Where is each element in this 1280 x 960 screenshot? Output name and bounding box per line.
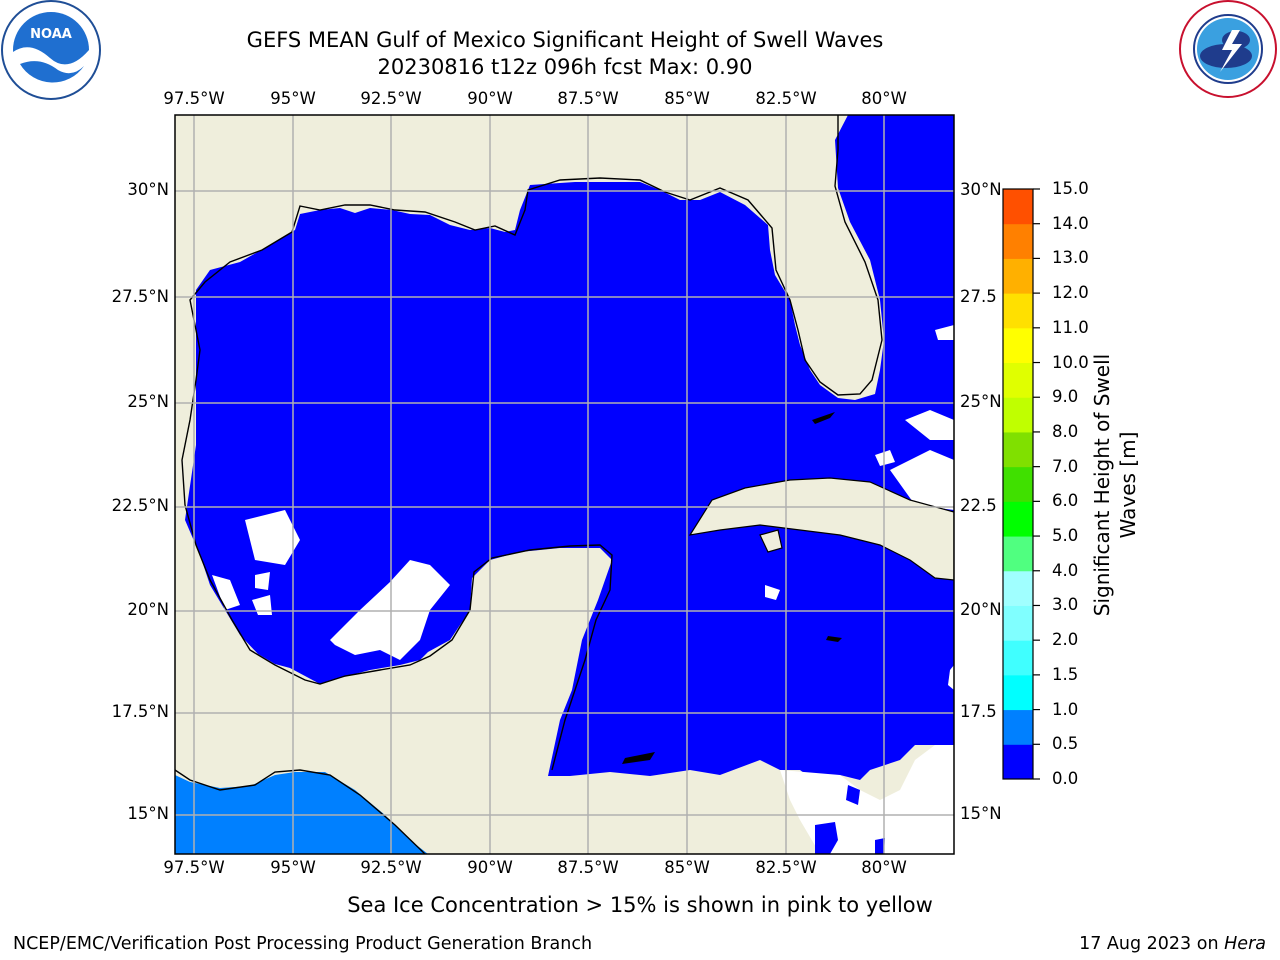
- coastlines: [175, 115, 883, 854]
- lat-label-left: 20°N: [127, 600, 169, 619]
- colorbar-band: [1003, 501, 1033, 537]
- footer-credit: NCEP/EMC/Verification Post Processing Pr…: [13, 934, 593, 954]
- lat-label-left: 27.5°N: [111, 287, 169, 306]
- colorbar-tick-label: 5.0: [1052, 526, 1079, 546]
- colorbar-tick-label: 12.0: [1052, 283, 1089, 303]
- colorbar-tick-label: 0.0: [1052, 769, 1079, 788]
- colorbar-tick-label: 3.0: [1052, 595, 1079, 615]
- noaa-logo: NOAA: [1, 0, 101, 100]
- lon-label-top: 97.5°W: [163, 89, 225, 108]
- colorbar-tick-label: 7.0: [1052, 456, 1079, 476]
- map-frame: [174, 114, 955, 855]
- map-area: [175, 115, 954, 854]
- colorbar-band: [1003, 605, 1033, 641]
- colorbar: [1003, 189, 1033, 780]
- lat-label-left: 17.5°N: [111, 702, 169, 721]
- lat-label-right: 25°N: [960, 392, 1002, 411]
- colorbar-tick-label: 9.0: [1052, 387, 1079, 407]
- lon-label-top: 92.5°W: [360, 89, 422, 108]
- lon-label-bottom: 92.5°W: [360, 858, 422, 877]
- colorbar-tick-label: 2.0: [1052, 630, 1079, 650]
- graticule: [175, 115, 954, 854]
- footer-host: Hera: [1224, 934, 1266, 954]
- footer-date-text: 17 Aug 2023 on: [1079, 934, 1219, 954]
- lat-label-right: 17.5: [960, 702, 997, 721]
- nws-logo: [1179, 0, 1277, 98]
- noaa-logo-text: NOAA: [30, 27, 72, 42]
- pacific-low-swell: [175, 772, 428, 854]
- colorbar-label: Significant Height of Swell Waves [m]: [1090, 353, 1140, 617]
- colorbar-tick-label: 11.0: [1052, 317, 1089, 337]
- footer-date: 17 Aug 2023 on Hera: [1079, 934, 1266, 954]
- lat-label-left: 25°N: [127, 392, 169, 411]
- colorbar-tick-label: 4.0: [1052, 560, 1079, 580]
- lat-label-right: 15°N: [960, 804, 1002, 823]
- colorbar-band: [1003, 362, 1033, 398]
- colorbar-band: [1003, 293, 1033, 329]
- colorbar-band: [1003, 397, 1033, 433]
- colorbar-band: [1003, 223, 1033, 259]
- colorbar-band: [1003, 570, 1033, 606]
- colorbar-tick-label: 10.0: [1052, 352, 1089, 372]
- colorbar-tick-marks: [1033, 188, 1040, 780]
- lon-label-bottom: 95°W: [270, 858, 316, 877]
- lon-label-top: 80°W: [861, 89, 907, 108]
- colorbar-band: [1003, 744, 1033, 780]
- colorbar-tick-label: 14.0: [1052, 213, 1089, 233]
- colorbar-tick-label: 1.0: [1052, 699, 1079, 719]
- lon-label-bottom: 97.5°W: [163, 858, 225, 877]
- lon-label-bottom: 82.5°W: [755, 858, 817, 877]
- sea-ice-note: Sea Ice Concentration > 15% is shown in …: [347, 893, 933, 917]
- colorbar-band: [1003, 709, 1033, 745]
- lon-label-top: 82.5°W: [755, 89, 817, 108]
- colorbar-band: [1003, 327, 1033, 364]
- colorbar-frame: [1002, 188, 1034, 780]
- colorbar-band: [1003, 640, 1033, 676]
- colorbar-band: [1003, 536, 1033, 572]
- lon-label-top: 87.5°W: [557, 89, 619, 108]
- colorbar-tick-label: 0.5: [1052, 734, 1079, 754]
- lat-label-right: 20°N: [960, 600, 1002, 619]
- colorbar-tick-label: 1.5: [1052, 664, 1079, 684]
- colorbar-band: [1003, 258, 1033, 294]
- colorbar-tick-label: 8.0: [1052, 421, 1079, 441]
- lon-label-top: 95°W: [270, 89, 316, 108]
- colorbar-band: [1003, 189, 1033, 225]
- lon-label-top: 85°W: [664, 89, 710, 108]
- colorbar-tick-label: 15.0: [1052, 179, 1089, 198]
- lat-label-right: 22.5: [960, 496, 997, 515]
- lat-label-right: 30°N: [960, 180, 1002, 199]
- lon-label-bottom: 80°W: [861, 858, 907, 877]
- lat-label-left: 22.5°N: [111, 496, 169, 515]
- colorbar-band: [1003, 431, 1033, 468]
- colorbar-band: [1003, 674, 1033, 711]
- colorbar-tick-label: 6.0: [1052, 491, 1079, 511]
- lat-label-right: 27.5: [960, 287, 997, 306]
- lat-label-left: 30°N: [127, 180, 169, 199]
- lon-label-bottom: 85°W: [664, 858, 710, 877]
- lon-label-bottom: 87.5°W: [557, 858, 619, 877]
- colorbar-tick-label: 13.0: [1052, 248, 1089, 268]
- lon-label-bottom: 90°W: [467, 858, 513, 877]
- lat-label-left: 15°N: [127, 804, 169, 823]
- map-title: GEFS MEAN Gulf of Mexico Significant Hei…: [246, 28, 884, 52]
- lon-label-top: 90°W: [467, 89, 513, 108]
- map-subtitle: 20230816 t12z 096h fcst Max: 0.90: [377, 55, 753, 79]
- colorbar-band: [1003, 466, 1033, 502]
